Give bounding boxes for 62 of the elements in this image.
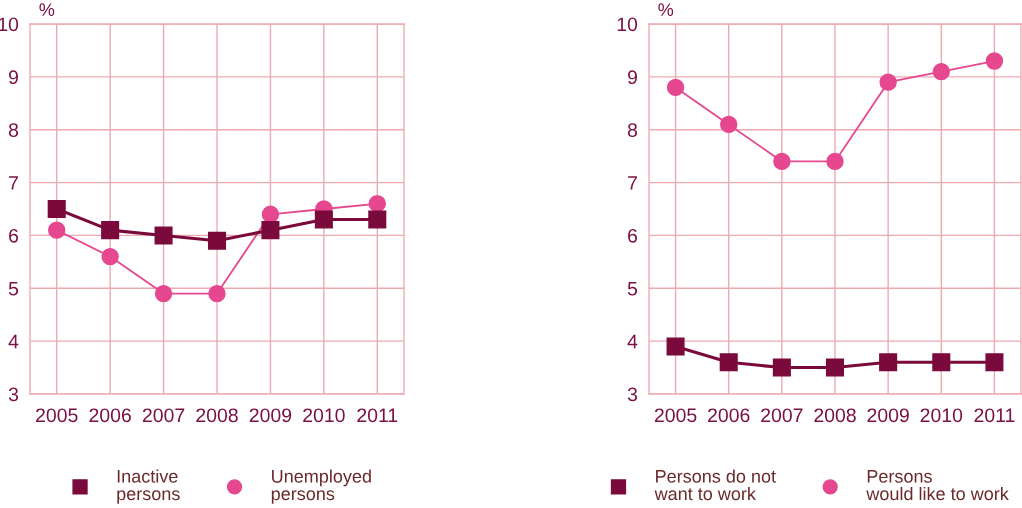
point (879, 353, 898, 372)
y-tick-label: 9 (627, 70, 637, 85)
point (101, 221, 120, 240)
point (932, 353, 951, 372)
y-tick-label: 4 (8, 334, 19, 349)
point (154, 226, 173, 245)
x-tick-label: 2008 (814, 408, 856, 423)
y-tick-label: 8 (8, 123, 19, 137)
x-tick-label: 2007 (142, 408, 185, 423)
y-tick-label: 3 (627, 387, 638, 402)
point (48, 221, 66, 239)
y-tick-label: 9 (8, 70, 18, 85)
point (314, 210, 333, 229)
x-tick-label: 2006 (708, 408, 750, 423)
point (720, 115, 738, 134)
y-tick-label: 6 (628, 228, 638, 243)
point (932, 62, 950, 81)
legend-label: Persons do not want to work (654, 469, 776, 501)
point (825, 358, 845, 377)
x-tick-label: 2009 (249, 408, 292, 423)
y-tick-label: 7 (628, 176, 637, 190)
x-tick-label: 2005 (654, 408, 697, 423)
point (154, 284, 173, 303)
y-axis-title: % (658, 3, 674, 16)
x-tick-label: 2005 (36, 408, 78, 423)
point (47, 199, 66, 219)
y-tick-label: 6 (9, 228, 19, 243)
point (207, 231, 227, 250)
point (879, 73, 897, 91)
y-tick-label: 5 (8, 281, 19, 296)
point (772, 358, 791, 377)
x-tick-label: 2006 (89, 408, 131, 423)
point (773, 152, 791, 171)
x-tick-label: 2010 (920, 408, 963, 423)
legend-label: Persons would like to work (866, 470, 1009, 501)
y-axis-title: % (39, 3, 55, 16)
x-tick-label: 2007 (761, 408, 803, 423)
point (261, 221, 280, 240)
point (368, 195, 386, 213)
point (985, 353, 1004, 372)
point (719, 353, 738, 372)
point (368, 210, 387, 229)
point (101, 247, 119, 266)
y-tick-label: 3 (8, 387, 19, 402)
x-tick-label: 2010 (303, 408, 345, 423)
y-tick-label: 5 (627, 281, 638, 296)
x-tick-label: 2008 (196, 408, 238, 423)
point (666, 337, 685, 356)
x-tick-label: 2009 (867, 408, 909, 423)
y-tick-label: 4 (627, 334, 638, 349)
point (985, 52, 1004, 70)
y-tick-label: 7 (9, 176, 18, 190)
x-tick-label: 2011 (357, 408, 398, 423)
point (666, 78, 685, 97)
point (208, 284, 226, 303)
point (826, 152, 844, 171)
y-tick-label: 10 (617, 17, 638, 32)
x-tick-label: 2011 (974, 408, 1015, 423)
point (261, 205, 280, 223)
y-tick-label: 8 (627, 123, 638, 137)
legend-label: Unemployed persons (271, 469, 371, 504)
legend-label: Inactive persons (117, 469, 180, 504)
